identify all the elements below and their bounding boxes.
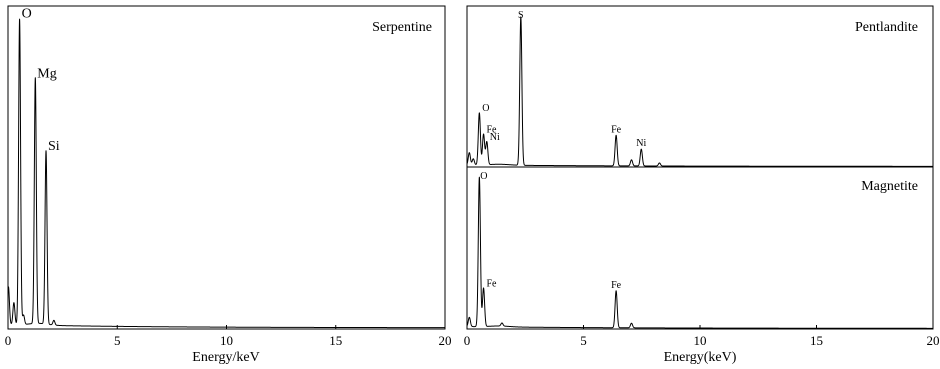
peak-labels-magnetite: O Fe Fe: [480, 171, 621, 291]
sample-label-pentlandite: Pentlandite: [855, 20, 918, 35]
peak-label-o-rb-0: O: [480, 171, 487, 182]
peak-label-mg-left-1: Mg: [37, 66, 56, 81]
peak-label-fe-rt-2: Fe: [487, 124, 498, 135]
spectrum-line-serpentine: [7, 18, 446, 329]
x-tick-label-20-rb: 20: [927, 333, 940, 348]
sample-label-serpentine: Serpentine: [372, 20, 432, 35]
peak-label-o-left-0: O: [22, 6, 32, 21]
x-tick-label-5-left: 5: [114, 333, 121, 348]
peak-label-fe-rt-4: Fe: [611, 124, 622, 135]
sample-label-magnetite: Magnetite: [861, 179, 918, 194]
peak-labels-serpentine: O Mg Si: [22, 6, 60, 153]
x-axis-ticks-magnetite: 0 5 10 15 20: [464, 325, 940, 348]
panel-magnetite: 0 5 10 15 20 O Fe Fe Magnetite Energy(keV): [464, 166, 940, 365]
x-axis-title-right: Energy(keV): [664, 350, 737, 365]
spectrum-line-pentlandite: [466, 16, 934, 167]
x-axis-ticks-serpentine: 0 5 10 15 20: [5, 325, 452, 348]
peak-label-fe-rb-1: Fe: [487, 279, 498, 290]
x-tick-label-20-left: 20: [439, 333, 452, 348]
peak-label-ni-rt-5: Ni: [636, 138, 646, 149]
x-tick-label-10-left: 10: [220, 333, 233, 348]
peak-label-si-left-2: Si: [48, 139, 60, 154]
x-tick-label-15-left: 15: [329, 333, 342, 348]
x-tick-label-0-left: 0: [5, 333, 12, 348]
peak-label-o-rt-1: O: [482, 103, 489, 114]
peak-label-fe-rb-2: Fe: [611, 280, 622, 291]
x-tick-label-10-rb: 10: [694, 333, 707, 348]
peak-label-s-rt-0: S: [518, 10, 524, 21]
x-tick-label-5-rb: 5: [580, 333, 587, 348]
x-tick-label-15-rb: 15: [810, 333, 823, 348]
panel-serpentine: 0 5 10 15 20 O Mg Si Serpentine Energy/keV: [5, 5, 452, 365]
spectrum-line-magnetite: [466, 176, 934, 329]
x-axis-title-left: Energy/keV: [192, 350, 259, 365]
peak-label-ni-rt-3: Ni: [490, 132, 500, 143]
x-tick-label-0-rb: 0: [464, 333, 471, 348]
